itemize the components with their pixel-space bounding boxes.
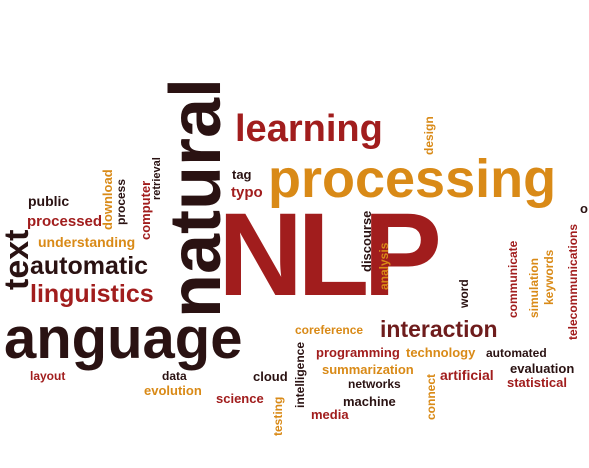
word-connect: connect	[424, 373, 438, 420]
word-text: text	[0, 229, 36, 290]
word-layout: layout	[30, 369, 66, 383]
word-natural: natural	[156, 77, 236, 318]
word-typo: typo	[231, 184, 263, 201]
word-linguistics: linguistics	[30, 280, 154, 308]
word-design: design	[422, 116, 436, 155]
word-nlp: NLP	[218, 189, 442, 321]
word-data: data	[162, 369, 187, 383]
word-networks: networks	[348, 377, 401, 391]
word-artificial: artificial	[440, 367, 494, 383]
word-automated: automated	[486, 346, 547, 360]
word-evaluation: evaluation	[510, 361, 575, 376]
word-tag: tag	[232, 167, 252, 182]
word-coreference: coreference	[295, 323, 364, 337]
word-processing: processing	[268, 149, 557, 209]
word-automatic: automatic	[30, 252, 149, 280]
word-communicate: communicate	[506, 240, 520, 318]
word-evolution: evolution	[144, 383, 202, 398]
word-retrieval: retrieval	[151, 157, 163, 200]
word-machine: machine	[343, 394, 396, 409]
word-keywords: keywords	[542, 249, 556, 305]
word-media: media	[311, 407, 349, 422]
word-analysis: analysis	[377, 242, 391, 290]
word-process: process	[114, 178, 128, 225]
word-testing: testing	[271, 396, 285, 436]
word-word: word	[457, 279, 471, 308]
word-job: job	[378, 214, 396, 228]
word-learning: learning	[235, 108, 383, 150]
word-science: science	[216, 391, 264, 406]
word-o: o	[580, 201, 588, 216]
word-public: public	[28, 193, 70, 209]
word-intelligence: intelligence	[293, 341, 307, 408]
word-interaction: interaction	[380, 316, 498, 342]
word-telecommunications: telecommunications	[566, 223, 580, 340]
word-download: download	[100, 169, 115, 230]
word-simulation: simulation	[527, 257, 541, 318]
word-language: anguage	[4, 306, 243, 371]
word-cloud: cloud	[253, 369, 288, 384]
word-discourse: discourse	[359, 210, 374, 272]
word-understanding: understanding	[38, 234, 136, 250]
word-technology: technology	[406, 345, 476, 360]
word-statistical: statistical	[507, 375, 567, 390]
word-summarization: summarization	[322, 362, 414, 377]
word-programming: programming	[316, 345, 400, 360]
word-processed: processed	[27, 213, 103, 230]
